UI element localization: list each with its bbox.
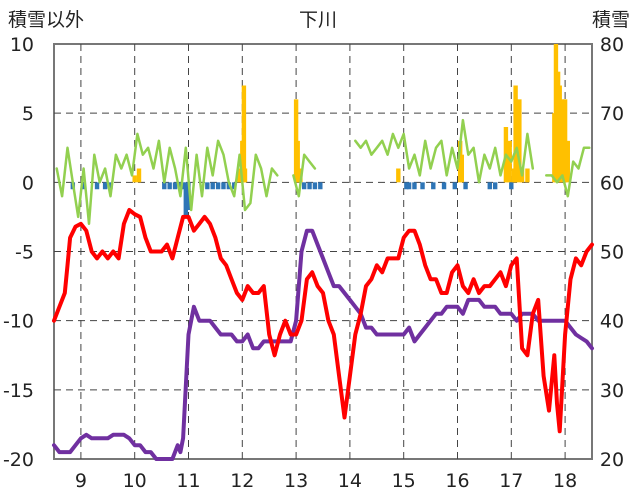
- precipitation-bar: [186, 182, 191, 210]
- precipitation-bar: [102, 182, 108, 190]
- x-axis-ticks: 9 10 11 12 13 14 15 16 17 18: [75, 470, 577, 492]
- precipitation-bar: [513, 85, 518, 183]
- precipitation-bar: [136, 168, 142, 183]
- left-tick-label: 10: [10, 34, 34, 56]
- precipitation-bar: [162, 182, 167, 190]
- precipitation-bar: [396, 168, 401, 183]
- right-tick-label: 60: [600, 172, 624, 194]
- precipitation-bar: [441, 182, 447, 190]
- precipitation-bar: [406, 182, 412, 190]
- x-tick-label: 10: [123, 470, 147, 492]
- x-tick-label: 17: [499, 470, 523, 492]
- left-tick-label: 5: [22, 103, 34, 125]
- left-tick-label: -15: [3, 380, 34, 402]
- title-group: 積雪以外 下川 積雪: [8, 9, 630, 31]
- precipitation-bar: [562, 99, 568, 183]
- precipitation-bars: [70, 44, 570, 217]
- right-tick-label: 20: [600, 449, 624, 471]
- precipitation-bar: [167, 182, 172, 190]
- precipitation-bar: [242, 168, 248, 183]
- precipitation-bar: [307, 182, 312, 190]
- precipitation-bar: [108, 182, 113, 190]
- precipitation-bar: [557, 85, 562, 183]
- x-tick-label: 12: [230, 470, 254, 492]
- precipitation-bar: [517, 99, 522, 183]
- left-axis-ticks: 10 5 0 -5 -10 -15 -20: [3, 34, 34, 471]
- precipitation-bar: [565, 140, 570, 183]
- x-tick-label: 18: [553, 470, 577, 492]
- precipitation-bar: [412, 182, 417, 190]
- wind-line: [55, 118, 591, 226]
- precipitation-bar: [232, 182, 237, 190]
- precipitation-bar: [492, 182, 498, 190]
- precipitation-bar: [509, 182, 514, 190]
- precipitation-bar: [215, 182, 221, 190]
- right-tick-label: 40: [600, 311, 624, 333]
- precipitation-bar: [420, 182, 425, 190]
- snow-depth-line: [52, 228, 594, 461]
- precipitation-bar: [560, 99, 565, 183]
- precipitation-bar: [172, 182, 178, 190]
- x-tick-label: 9: [75, 470, 87, 492]
- right-tick-label: 50: [600, 242, 624, 264]
- x-tick-label: 14: [338, 470, 362, 492]
- precipitation-bar: [318, 182, 323, 190]
- right-tick-label: 70: [600, 103, 624, 125]
- right-axis-ticks: 80 70 60 50 40 30 20: [600, 34, 624, 471]
- right-axis-title: 積雪: [592, 9, 630, 31]
- precipitation-bar: [459, 154, 465, 183]
- left-tick-label: 0: [22, 172, 34, 194]
- precipitation-bar: [81, 182, 86, 190]
- x-tick-label: 13: [284, 470, 308, 492]
- precipitation-bar: [312, 182, 318, 190]
- precipitation-bar: [463, 182, 468, 190]
- precipitation-bar: [132, 175, 137, 183]
- precipitation-bar: [404, 182, 409, 190]
- left-tick-label: -20: [3, 449, 34, 471]
- temperature-line: [52, 208, 594, 434]
- precipitation-bar: [301, 182, 307, 190]
- precipitation-bar: [183, 182, 189, 217]
- precipitation-bar: [210, 182, 215, 190]
- precipitation-bar: [221, 182, 226, 190]
- precipitation-bar: [241, 85, 247, 183]
- left-tick-label: -10: [3, 311, 34, 333]
- right-tick-label: 30: [600, 380, 624, 402]
- precipitation-bar: [237, 168, 242, 183]
- precipitation-bar: [94, 182, 100, 190]
- x-tick-label: 16: [445, 470, 469, 492]
- precipitation-bar: [525, 168, 530, 183]
- precipitation-bar: [431, 182, 436, 190]
- precipitation-bar: [180, 182, 186, 190]
- x-tick-label: 15: [392, 470, 416, 492]
- precipitation-bar: [452, 182, 458, 190]
- precipitation-bar: [487, 182, 492, 190]
- x-tick-label: 11: [176, 470, 200, 492]
- precipitation-bar: [295, 140, 300, 183]
- precipitation-bar: [507, 140, 512, 183]
- series-lines: [52, 118, 594, 461]
- grid: [54, 44, 592, 459]
- right-tick-label: 80: [600, 34, 624, 56]
- left-axis-title: 積雪以外: [8, 9, 84, 31]
- left-tick-label: -5: [15, 242, 34, 264]
- precipitation-bar: [205, 182, 210, 190]
- chart-title: 下川: [299, 9, 337, 31]
